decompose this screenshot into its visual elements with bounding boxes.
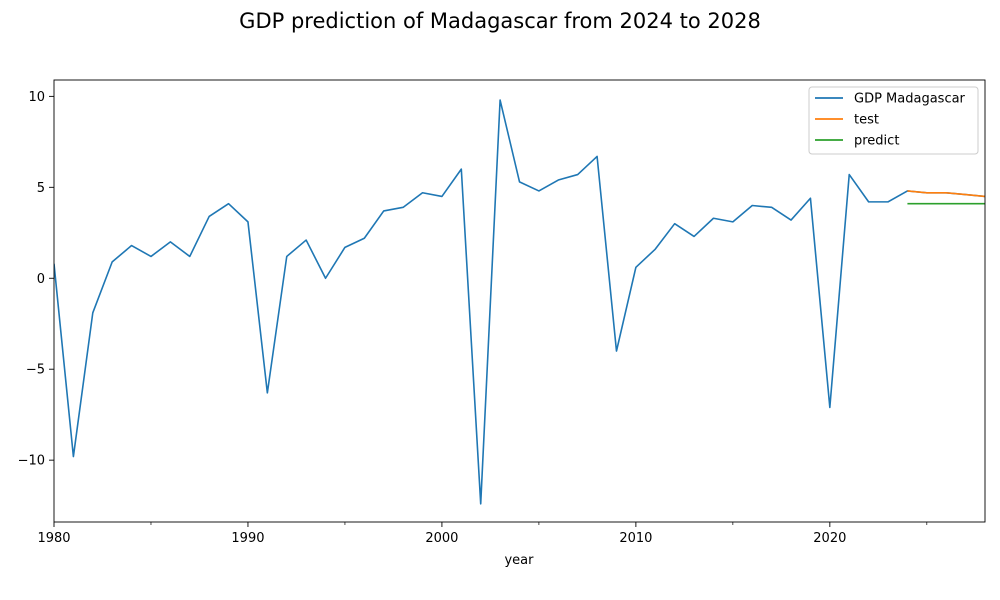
y-tick-label: 0 [37,272,45,287]
y-tick-label: 10 [28,90,45,105]
x-tick-label: 1990 [231,531,264,546]
series-line-test [907,190,985,198]
series-line-gdp-madagascar [54,99,985,505]
legend-label: predict [854,134,899,149]
x-tick-label: 1980 [37,531,70,546]
x-tick-label: 2020 [813,531,846,546]
y-tick-label: 5 [37,181,45,196]
legend-label: GDP Madagascar [854,92,966,107]
legend-box [808,86,979,155]
plot-area: 1980 1990 2000 2010 2020 −10 −5 0 5 10 [18,79,986,546]
legend-label: test [854,113,879,128]
x-tick-label: 2010 [619,531,652,546]
chart-title: GDP prediction of Madagascar from 2024 t… [239,9,761,33]
legend: GDP Madagascar test predict [808,86,979,155]
x-tick-label: 2000 [425,531,458,546]
y-tick-label: −10 [18,454,45,469]
y-tick-label: −5 [26,363,45,378]
axes-frame [53,79,986,523]
x-axis-title: year [504,553,534,568]
